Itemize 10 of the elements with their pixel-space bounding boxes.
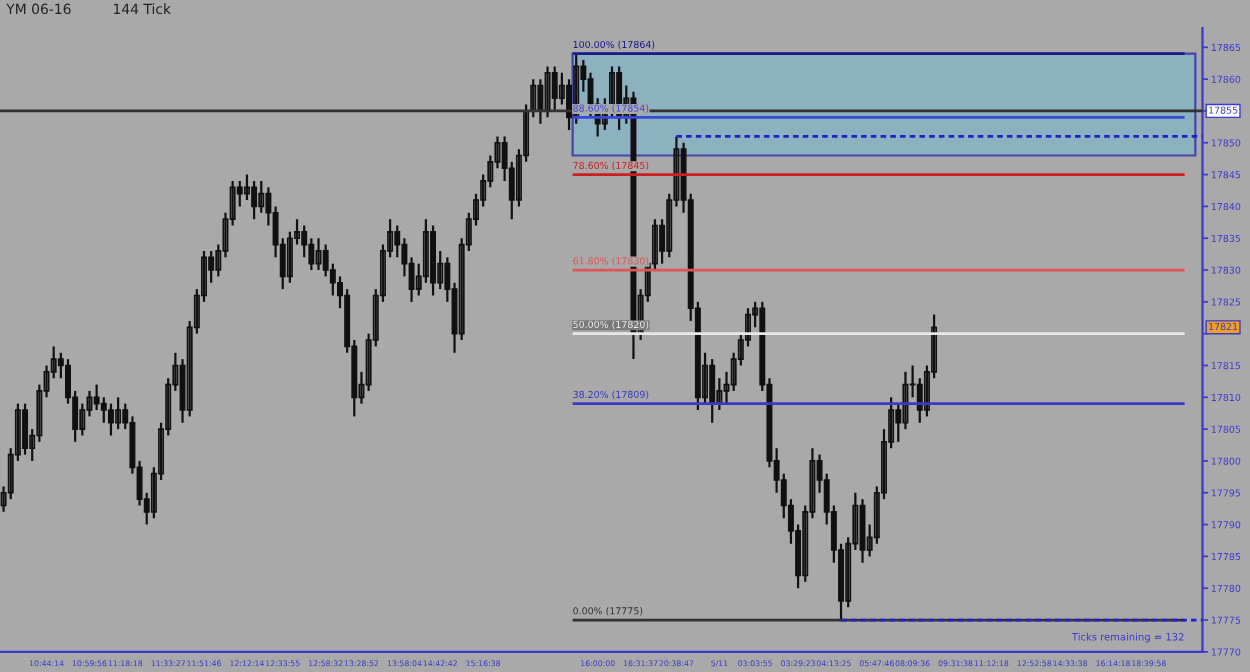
candlestick bbox=[258, 179, 265, 214]
candlestick bbox=[107, 402, 114, 437]
candlestick bbox=[22, 402, 29, 456]
candlestick bbox=[251, 179, 258, 221]
candlestick bbox=[315, 237, 322, 272]
candlestick bbox=[551, 65, 558, 113]
candlestick bbox=[115, 396, 122, 431]
candlestick bbox=[544, 65, 551, 119]
candlestick bbox=[709, 358, 716, 424]
candlestick bbox=[243, 173, 250, 202]
